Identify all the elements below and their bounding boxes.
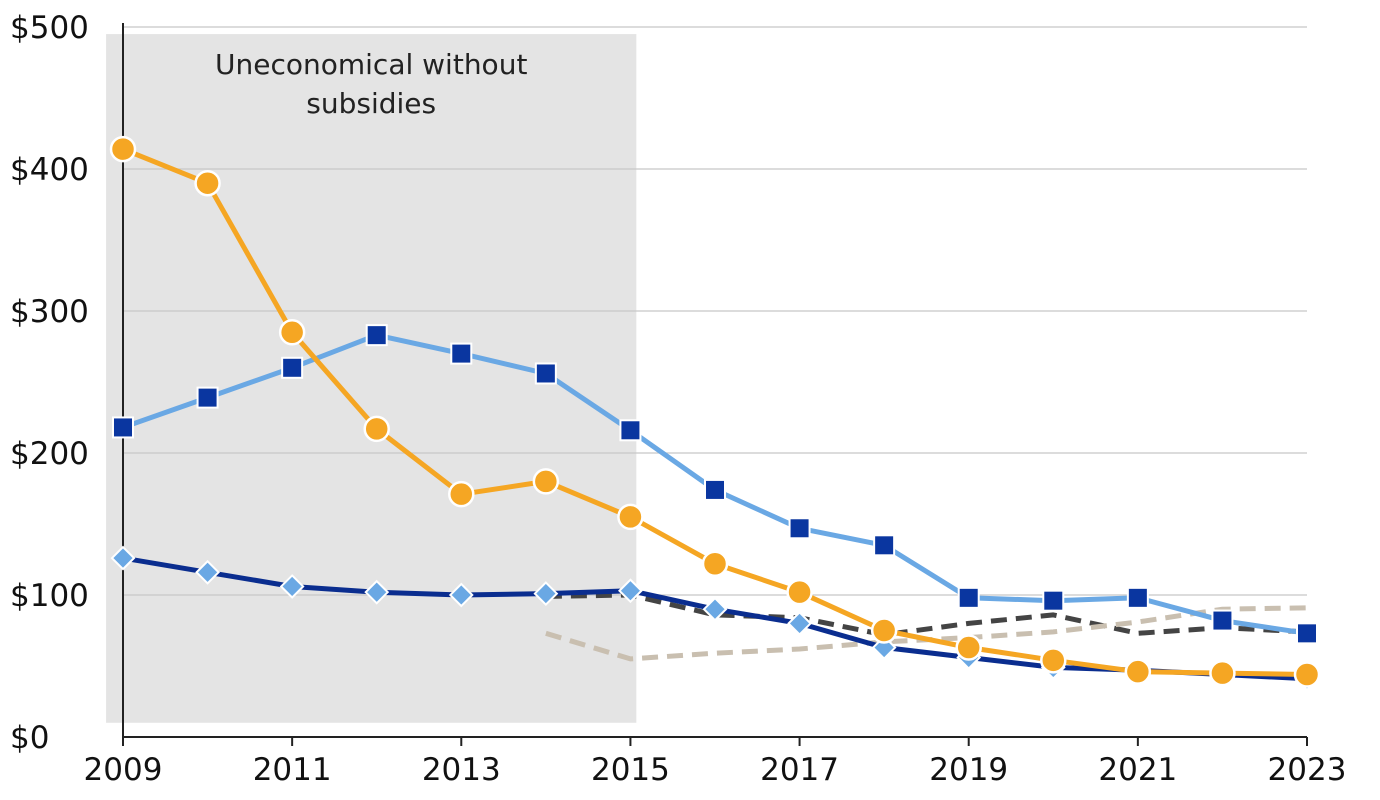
data-point xyxy=(704,478,726,501)
data-point xyxy=(1042,589,1065,612)
data-point xyxy=(450,342,473,365)
x-tick-label: 2019 xyxy=(929,752,1008,788)
data-point xyxy=(873,534,896,557)
data-point xyxy=(788,517,811,540)
data-point xyxy=(281,356,304,379)
data-point xyxy=(701,550,729,578)
data-point xyxy=(1211,609,1234,632)
data-point xyxy=(786,578,813,606)
data-point xyxy=(365,324,388,347)
data-point xyxy=(1040,647,1067,674)
y-tick-label: $100 xyxy=(10,578,89,614)
x-tick-label: 2015 xyxy=(591,752,670,788)
data-point xyxy=(112,416,134,439)
x-tick-label: 2013 xyxy=(422,752,501,788)
series-layer xyxy=(109,135,1321,692)
data-point xyxy=(702,596,728,622)
x-tick-label: 2021 xyxy=(1098,752,1177,788)
data-point xyxy=(534,362,557,385)
y-tick-label: $500 xyxy=(10,10,89,46)
data-point xyxy=(1293,661,1321,688)
x-tick-label: 2023 xyxy=(1268,752,1347,788)
data-point xyxy=(110,545,136,571)
data-point xyxy=(195,559,220,585)
data-point xyxy=(1124,658,1152,685)
data-point xyxy=(533,581,559,606)
data-point xyxy=(278,319,306,346)
data-point xyxy=(448,582,474,608)
data-point xyxy=(1296,622,1318,645)
data-point xyxy=(1209,659,1236,687)
data-point xyxy=(619,419,642,442)
data-point xyxy=(1126,586,1149,609)
y-tick-label: $200 xyxy=(10,436,89,472)
x-tick-label: 2017 xyxy=(760,752,839,788)
series-line xyxy=(545,592,1308,638)
data-point xyxy=(109,135,137,163)
data-point xyxy=(448,480,475,508)
data-point xyxy=(532,468,560,495)
x-tick-label: 2011 xyxy=(253,752,332,788)
data-point xyxy=(196,386,219,409)
data-point xyxy=(364,579,390,605)
y-tick-label: $300 xyxy=(10,294,89,330)
data-point xyxy=(870,617,898,644)
shaded-region-label: subsidies xyxy=(306,87,436,120)
y-tick-label: $0 xyxy=(10,720,49,756)
data-point xyxy=(617,503,644,531)
gridlines-layer xyxy=(123,26,1307,596)
data-point xyxy=(194,169,221,197)
data-point xyxy=(618,578,643,604)
tick-labels-layer: $0 $100 $200 $300 $400 $500 2009 2011 2013 2015 20… xyxy=(10,10,1346,788)
data-point xyxy=(787,610,812,636)
y-tick-label: $400 xyxy=(10,152,89,188)
data-point xyxy=(957,586,980,609)
x-tick-label: 2009 xyxy=(84,752,163,788)
data-point xyxy=(363,415,390,443)
shaded-region-label: Uneconomical without xyxy=(215,48,527,81)
data-point xyxy=(279,574,305,599)
data-point xyxy=(955,634,982,661)
